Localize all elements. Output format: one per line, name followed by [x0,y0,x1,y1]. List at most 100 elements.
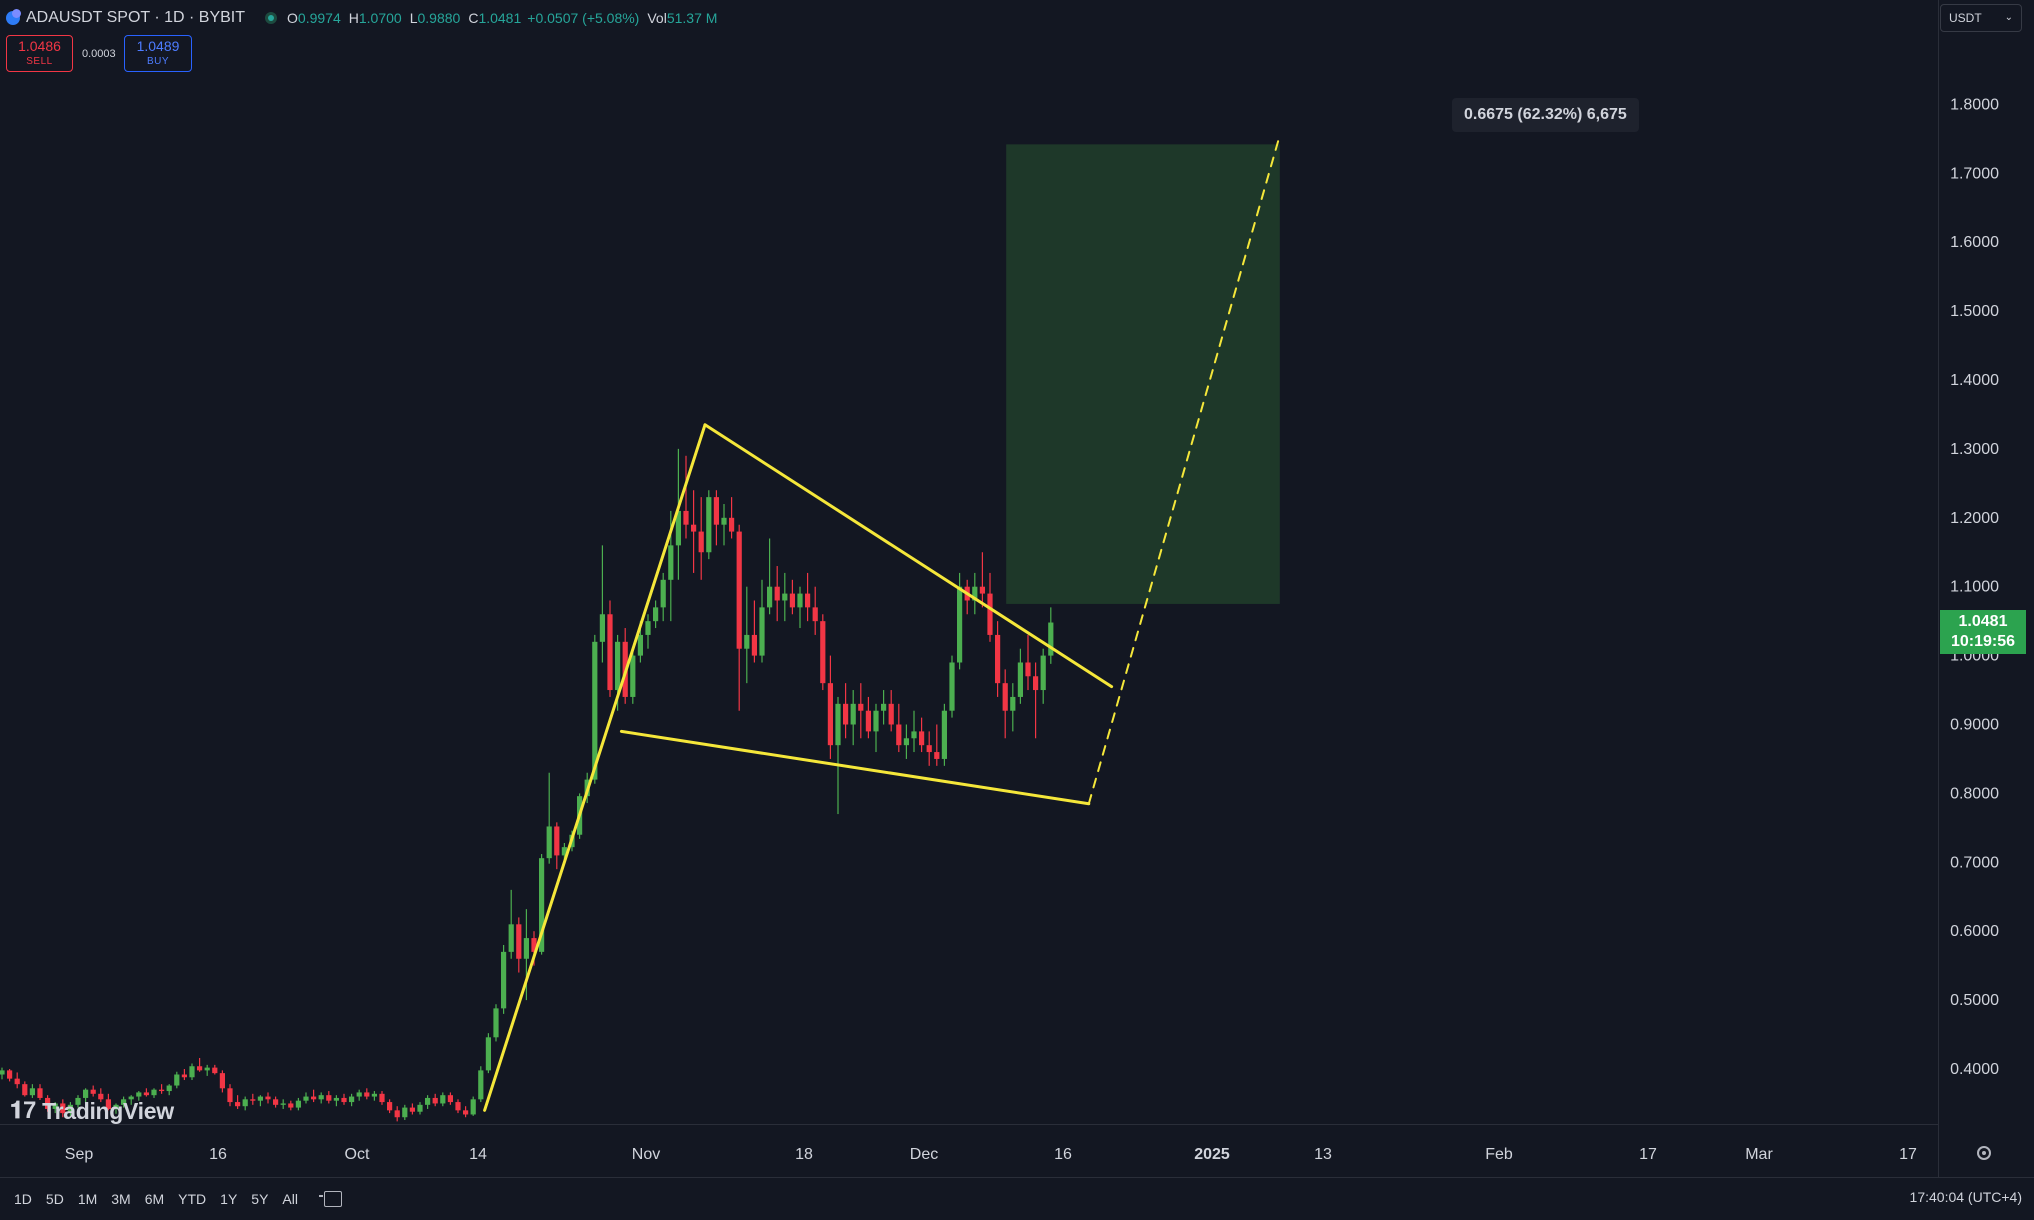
candle-body [121,1099,127,1105]
range-5y[interactable]: 5Y [251,1191,269,1207]
price-tick-label: 0.7000 [1950,854,1999,871]
candle-body [949,662,955,711]
candle-body [919,731,925,746]
change-value: +0.0507 (+5.08%) [527,10,640,26]
price-tick-label: 0.4000 [1950,1061,1999,1078]
candle-body [668,545,674,580]
price-axis: 0.40000.50000.60000.70000.80000.90001.00… [1950,96,1999,1078]
range-all[interactable]: All [282,1191,298,1207]
range-1m[interactable]: 1M [77,1191,98,1207]
candle-body [387,1102,393,1111]
calendar-icon[interactable] [318,1191,342,1207]
sell-button[interactable]: 1.0486 SELL [6,35,73,72]
candle-body [1048,622,1054,656]
volume-value: 51.37 M [666,10,718,26]
time-tick-label: Nov [632,1146,660,1163]
settings-icon[interactable] [1977,1146,1991,1160]
time-tick-label: Oct [345,1146,370,1163]
candle-body [60,1103,66,1114]
candle-body [934,752,940,759]
projection-line [1087,137,1280,805]
flagpole-line [483,423,707,1112]
time-tick-label: Feb [1485,1146,1513,1163]
candle-body [531,938,537,952]
candle-body [402,1107,408,1118]
candle-body [508,924,514,952]
candle-body [151,1089,157,1096]
candle-body [592,641,598,780]
tradingview-logo-text: TradingView [42,1097,174,1124]
candle-body [371,1093,377,1097]
price-tick-label: 1.7000 [1950,165,1999,182]
price-tick-label: 1.8000 [1950,96,1999,113]
candle-body [394,1110,400,1118]
candle-body [303,1096,309,1101]
range-3m[interactable]: 3M [111,1191,131,1207]
currency-select[interactable]: USDT ⌄ [1940,4,2022,32]
buy-button[interactable]: 1.0489 BUY [124,35,192,72]
candle-body [865,710,871,732]
range-1y[interactable]: 1Y [220,1191,238,1207]
candles [0,448,1054,1122]
symbol-title[interactable]: ADAUSDT SPOT · 1D · BYBIT [26,9,246,26]
spread-value: 0.0003 [82,48,116,60]
time-tick-label: 2025 [1194,1146,1230,1163]
candle-body [691,524,697,532]
candle-body [805,593,811,608]
upper-trend-line [703,423,1114,689]
candle-body [37,1088,43,1098]
candle-body [326,1095,332,1101]
sell-label: SELL [26,56,53,67]
volume-label: Vol [647,10,667,26]
candle-body [782,593,788,601]
candle-body [539,858,545,952]
candle-body [425,1097,431,1105]
range-6m[interactable]: 6M [144,1191,165,1207]
candle-body [774,586,780,601]
candle-body [29,1088,35,1096]
candle-body [333,1097,339,1101]
range-1d[interactable]: 1D [14,1191,32,1207]
range-5d[interactable]: 5D [45,1191,64,1207]
candle-body [1040,655,1046,691]
candle-body [1033,676,1039,691]
clock[interactable]: 17:40:04 (UTC+4) [1909,1189,2022,1205]
candle-body [113,1104,119,1109]
candle-body [759,607,765,656]
candle-body [311,1096,317,1100]
candle-body [83,1089,89,1098]
candle-body [409,1107,415,1112]
candle-body [607,614,613,691]
time-tick-label: 13 [1314,1146,1332,1163]
time-tick-label: Mar [1745,1146,1773,1163]
candle-body [463,1110,469,1115]
candle-body [941,710,947,759]
candle-body [0,1070,5,1075]
candle-body [478,1070,484,1100]
low-label: L [409,10,418,26]
candle-body [501,951,507,1009]
time-tick-label: 18 [795,1146,813,1163]
candle-body [235,1102,241,1107]
candle-body [683,510,689,525]
open-label: O [287,10,298,26]
candle-body [52,1103,58,1109]
candle-body [204,1067,210,1071]
candle-body [797,593,803,608]
candle-body [561,847,567,856]
axis-divider-horizontal [0,1124,1938,1125]
candle-body [159,1089,165,1092]
range-ytd[interactable]: YTD [178,1191,207,1207]
candle-body [523,938,529,959]
candle-body [721,517,727,525]
candle-body [265,1096,271,1100]
candle-body [219,1073,225,1089]
tradingview-logo[interactable]: 𝟏7 TradingView [10,1097,174,1125]
symbol-header: ADAUSDT SPOT · 1D · BYBIT O 0.9974 H 1.070… [6,6,717,30]
candle-body [843,703,849,725]
axis-divider [1938,0,1939,1177]
candle-body [212,1067,218,1074]
candle-body [105,1099,111,1109]
candle-body [7,1070,13,1079]
